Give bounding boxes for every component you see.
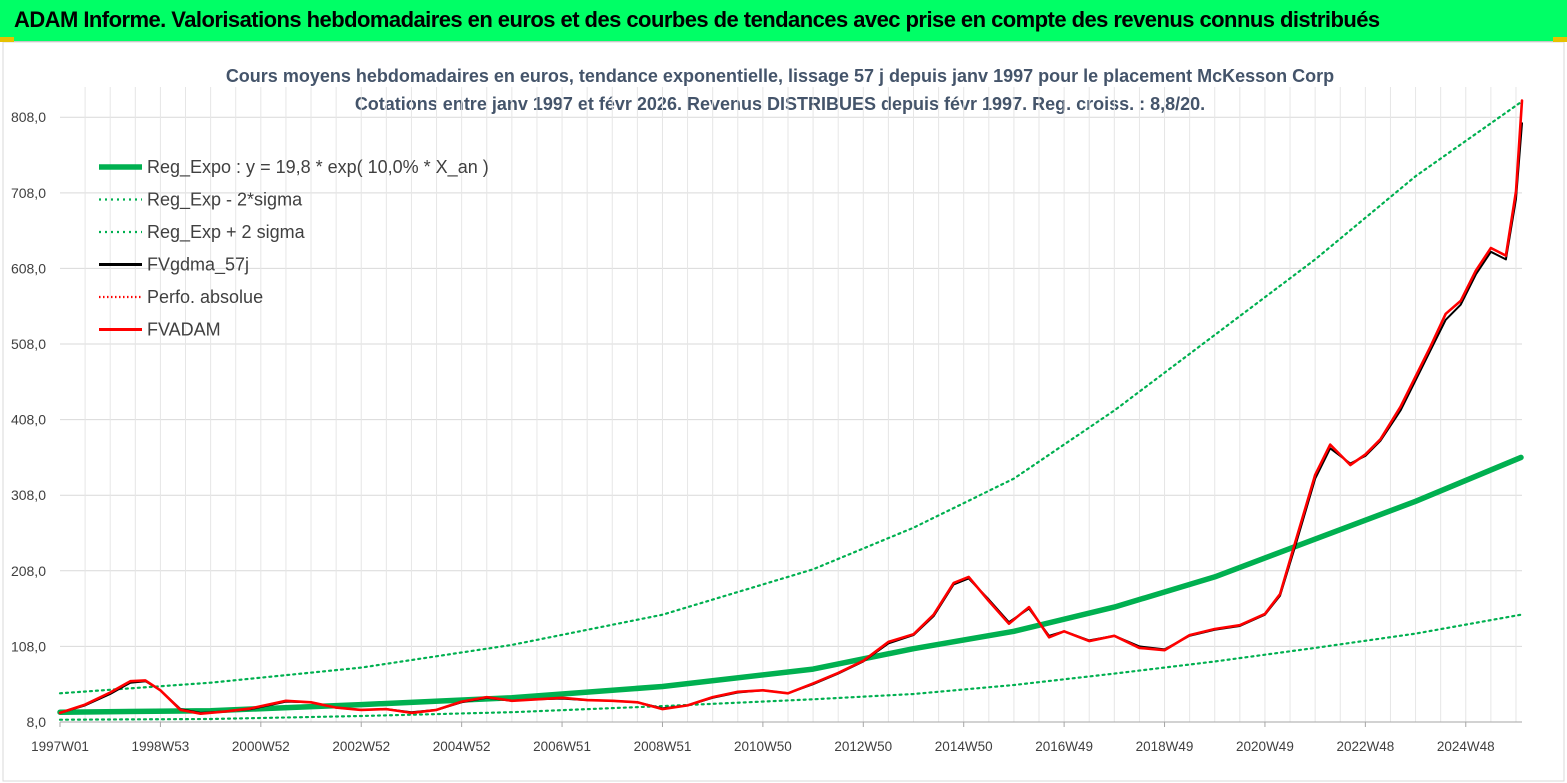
x-tick-label: 2018W49 [1136, 739, 1194, 754]
series-fvadam [58, 99, 1524, 716]
x-tick-label: 2006W51 [533, 739, 591, 754]
y-tick-label: 108,0 [11, 638, 46, 654]
chart-title: Cours moyens hebdomadaires en euros, ten… [226, 66, 1334, 86]
header-banner: ADAM Informe. Valorisations hebdomadaire… [0, 0, 1567, 42]
legend-label: Reg_Expo : y = 19,8 * exp( 10,0% * X_an … [147, 157, 489, 178]
legend-label: Reg_Exp - 2*sigma [147, 190, 303, 211]
legend: Reg_Expo : y = 19,8 * exp( 10,0% * X_an … [99, 157, 489, 340]
series-reg-exp-plus-2sigma [58, 100, 1523, 695]
x-tick-label: 2024W48 [1437, 739, 1495, 754]
y-tick-label: 608,0 [11, 260, 46, 276]
x-tick-label: 2010W50 [734, 739, 792, 754]
chart-area: Cours moyens hebdomadaires en euros, ten… [2, 42, 1565, 782]
x-tick-label: 2016W49 [1035, 739, 1093, 754]
x-axis-ticks: 1997W01 1998W53 2000W52 2002W52 2004W52 2006W… [31, 722, 1495, 754]
x-tick-label: 1997W01 [31, 739, 89, 754]
report-title: ADAM Informe. Valorisations hebdomadaire… [14, 7, 1380, 32]
corner-mark-left [0, 37, 14, 42]
x-tick-label: 2002W52 [332, 739, 390, 754]
corner-mark-right [1553, 37, 1567, 42]
x-tick-label: 2022W48 [1336, 739, 1394, 754]
x-tick-label: 2004W52 [433, 739, 491, 754]
chart-frame [2, 42, 1565, 782]
series-reg-exp-minus-2sigma [58, 613, 1523, 721]
x-tick-label: 2012W50 [834, 739, 892, 754]
y-tick-label: 308,0 [11, 487, 46, 503]
x-tick-label: 2014W50 [935, 739, 993, 754]
legend-label: FVADAM [147, 320, 221, 340]
series-reg-expo [57, 454, 1524, 715]
x-tick-label: 2020W49 [1236, 739, 1294, 754]
y-axis-ticks: 8,0 108,0 208,0 308,0 408,0 508,0 608,0 708,0 80… [11, 109, 46, 730]
x-tick-label: 2000W52 [232, 739, 290, 754]
y-tick-label: 808,0 [11, 109, 46, 125]
x-tick-label: 1998W53 [132, 739, 190, 754]
y-tick-label: 708,0 [11, 185, 46, 201]
legend-label: Perfo. absolue [147, 287, 263, 307]
y-tick-label: 508,0 [11, 336, 46, 352]
series-group [57, 99, 1524, 721]
y-tick-label: 408,0 [11, 412, 46, 428]
legend-label: FVgdma_57j [147, 255, 249, 276]
legend-label: Reg_Exp + 2 sigma [147, 222, 306, 243]
y-tick-label: 8,0 [27, 714, 47, 730]
y-tick-label: 208,0 [11, 563, 46, 579]
x-tick-label: 2008W51 [634, 739, 692, 754]
chart-subtitle: Cotations entre janv 1997 et févr 2026. … [355, 94, 1205, 114]
